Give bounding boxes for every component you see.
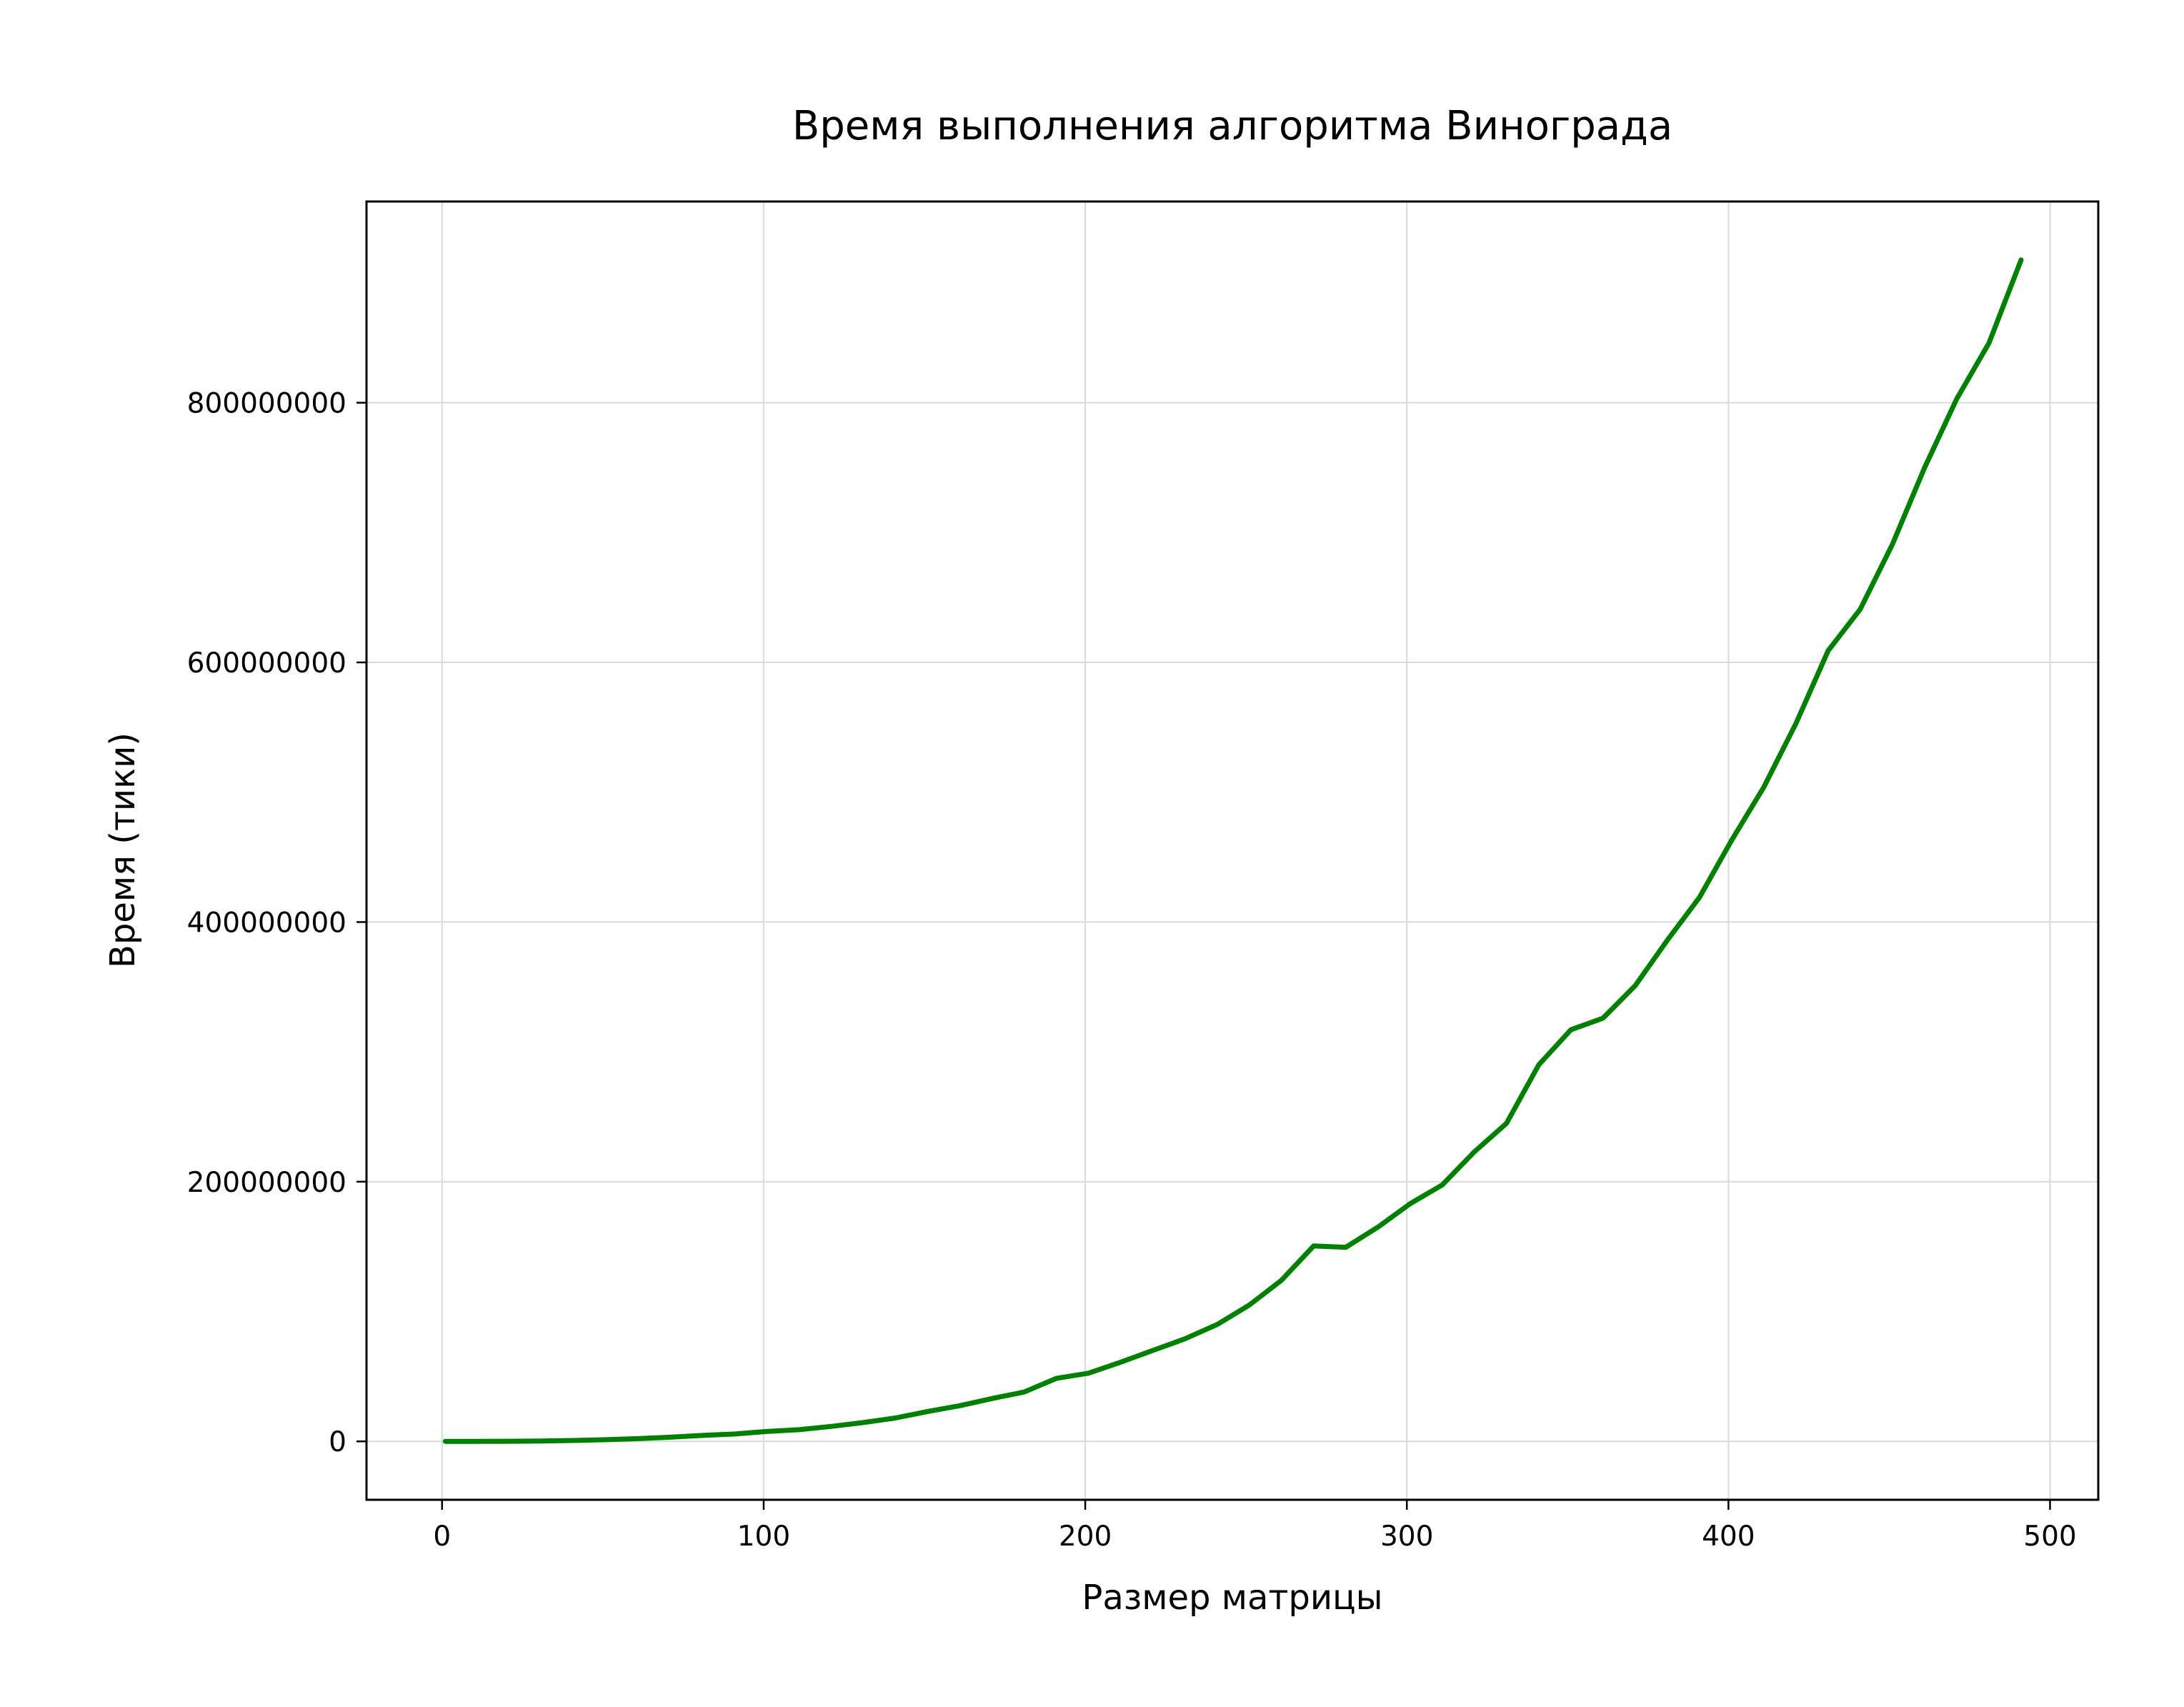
y-tick-label: 600000000 — [187, 647, 346, 680]
chart-title: Время выполнения алгоритма Винограда — [792, 103, 1672, 149]
x-tick-label: 500 — [2023, 1521, 2076, 1553]
x-tick-label: 200 — [1059, 1521, 1112, 1553]
plot-frame — [365, 200, 2100, 1501]
axis-ticks: 0 100 200 300 400 500 0 200000000 400000000 60000… — [187, 388, 2077, 1553]
y-tick-label: 200000000 — [187, 1167, 346, 1199]
y-tick-label: 400000000 — [187, 907, 346, 939]
series-line — [442, 257, 2024, 1444]
y-axis-label: Время (тики) — [103, 732, 143, 968]
x-tick-label: 400 — [1702, 1521, 1755, 1553]
y-tick-label: 800000000 — [187, 388, 346, 420]
x-axis-label: Размер матрицы — [1082, 1578, 1382, 1618]
x-tick-label: 300 — [1380, 1521, 1433, 1553]
x-tick-label: 0 — [433, 1521, 451, 1553]
y-tick-label: 0 — [329, 1426, 346, 1458]
plot-area — [442, 257, 2024, 1444]
x-tick-label: 100 — [737, 1521, 790, 1553]
